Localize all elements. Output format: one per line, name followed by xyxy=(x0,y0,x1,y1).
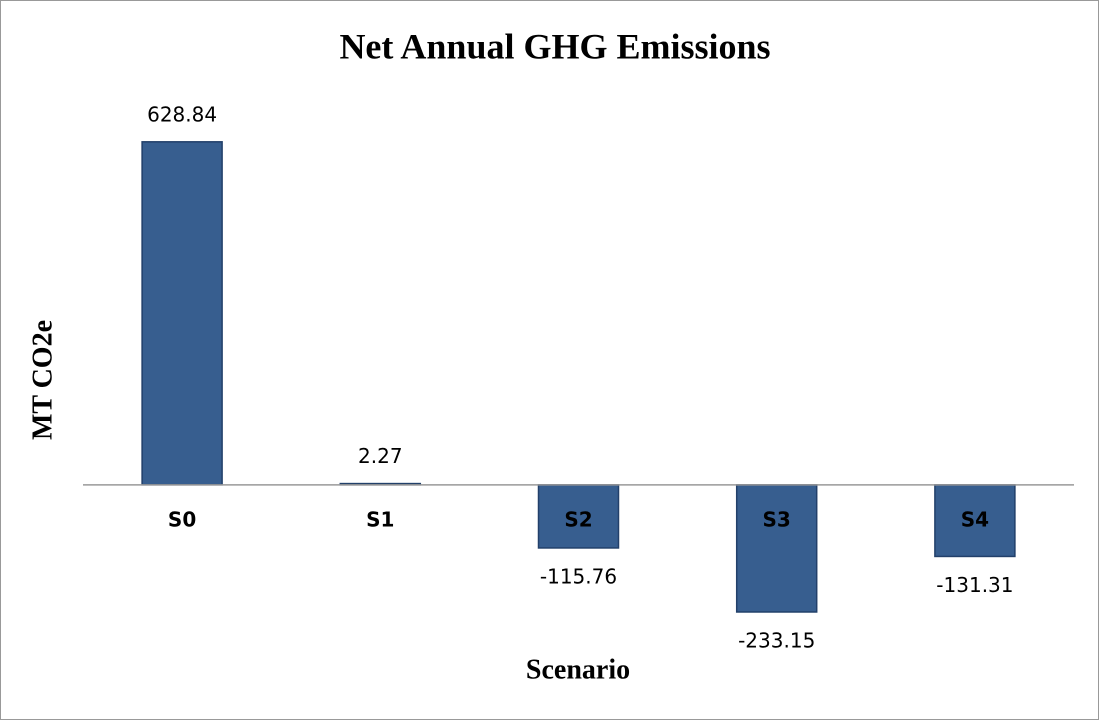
bar xyxy=(141,141,223,486)
x-axis-title: Scenario xyxy=(526,654,630,685)
data-label: -131.31 xyxy=(936,573,1013,597)
data-label: 2.27 xyxy=(358,444,403,468)
bar xyxy=(934,484,1016,558)
x-tick-label: S2 xyxy=(564,507,592,531)
x-tick-label: S3 xyxy=(763,507,791,531)
x-tick-label: S0 xyxy=(168,507,196,531)
y-axis-title: MT CO2e xyxy=(27,320,58,440)
bar xyxy=(735,484,818,613)
x-tick-label: S1 xyxy=(366,507,394,531)
x-tick-label: S4 xyxy=(961,507,989,531)
data-label: -233.15 xyxy=(738,628,815,652)
chart-title: Net Annual GHG Emissions xyxy=(339,26,770,66)
data-label: -115.76 xyxy=(540,564,617,588)
data-label: 628.84 xyxy=(147,102,217,126)
bar xyxy=(537,484,620,549)
